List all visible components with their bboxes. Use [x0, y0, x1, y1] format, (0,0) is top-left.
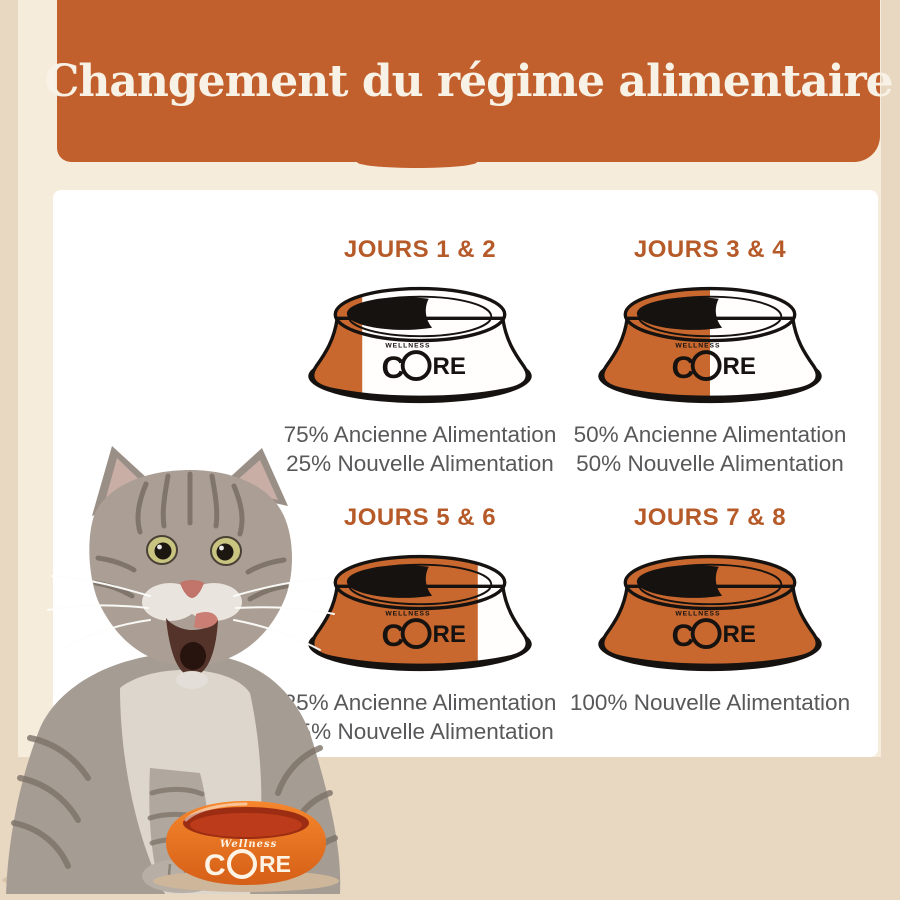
svg-text:RE: RE	[433, 353, 466, 380]
step-jours-3-4: JOURS 3 & 4 WELLNESS C RE 50% Ancienne A…	[560, 236, 860, 478]
gray-tabby-cat-illustration: Wellness C RE	[2, 446, 341, 894]
step-heading: JOURS 3 & 4	[633, 236, 787, 263]
content-panel: JOURS 1 & 2 WELLNESS C RE 75% Ancienne A…	[53, 190, 878, 757]
step-proportions: 25% Ancienne Alimentation 75% Nouvelle A…	[270, 688, 570, 746]
svg-text:RE: RE	[433, 621, 466, 648]
core-logo-re: RE	[259, 851, 291, 877]
food-bowl-illustration-50-new: WELLNESS C RE	[598, 286, 822, 404]
cat-photo: Wellness C RE	[0, 428, 362, 894]
nouvelle-line: 100% Nouvelle Alimentation	[569, 690, 851, 715]
photo-core-bowl: Wellness C RE	[153, 801, 339, 892]
step-heading: JOURS 7 & 8	[633, 504, 787, 531]
svg-text:WELLNESS: WELLNESS	[675, 610, 720, 617]
nouvelle-line: 25% Nouvelle Alimentation	[286, 451, 554, 476]
step-heading: JOURS 5 & 6	[343, 504, 497, 531]
step-jours-7-8: JOURS 7 & 8 WELLNESS C RE 100% Nouvelle …	[560, 504, 860, 717]
svg-text:RE: RE	[723, 621, 756, 648]
cat-whiskers	[47, 575, 335, 651]
food-bowl-illustration-100-new: WELLNESS C RE	[598, 554, 822, 672]
svg-text:C: C	[671, 617, 694, 653]
core-logo-o-ring	[227, 849, 257, 879]
cat-tongue	[194, 612, 218, 629]
core-logo-c: C	[204, 849, 226, 882]
step-jours-5-6: JOURS 5 & 6 WELLNESS C RE 25% Ancienne A…	[270, 504, 570, 746]
svg-text:C: C	[671, 349, 694, 385]
food-bowl-illustration-25-new: WELLNESS C RE	[308, 286, 532, 404]
cat-nose	[180, 580, 204, 598]
nouvelle-line: 75% Nouvelle Alimentation	[286, 719, 554, 744]
svg-text:C: C	[381, 349, 404, 385]
header-banner: Changement du régime alimentaire	[44, 0, 894, 168]
step-proportions: 75% Ancienne Alimentation 25% Nouvelle A…	[270, 420, 570, 478]
cat-eyes	[146, 535, 242, 566]
svg-text:WELLNESS: WELLNESS	[675, 342, 720, 349]
step-proportions: 100% Nouvelle Alimentation	[560, 688, 860, 717]
ancienne-line: 25% Ancienne Alimentation	[283, 690, 557, 715]
step-proportions: 50% Ancienne Alimentation 50% Nouvelle A…	[560, 420, 860, 478]
svg-text:WELLNESS: WELLNESS	[385, 342, 430, 349]
wellness-logo-text: Wellness	[220, 839, 277, 850]
nouvelle-line: 50% Nouvelle Alimentation	[576, 451, 844, 476]
cat-head	[47, 446, 335, 689]
ancienne-line: 50% Ancienne Alimentation	[573, 422, 847, 447]
step-jours-1-2: JOURS 1 & 2 WELLNESS C RE 75% Ancienne A…	[270, 236, 570, 478]
page-title: Changement du régime alimentaire	[44, 55, 893, 107]
svg-text:RE: RE	[723, 353, 756, 380]
svg-text:WELLNESS: WELLNESS	[385, 610, 430, 617]
svg-text:C: C	[381, 617, 404, 653]
food-bowl-illustration-75-new: WELLNESS C RE	[308, 554, 532, 672]
ancienne-line: 75% Ancienne Alimentation	[283, 422, 557, 447]
cat-open-mouth	[166, 612, 218, 676]
step-heading: JOURS 1 & 2	[343, 236, 497, 263]
